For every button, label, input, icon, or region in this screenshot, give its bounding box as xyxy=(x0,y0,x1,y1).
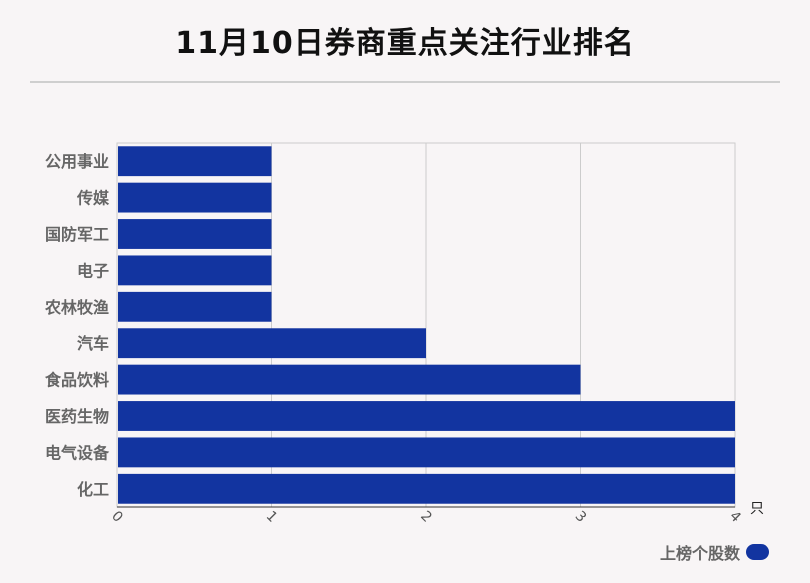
legend-label: 上榜个股数 xyxy=(659,544,740,563)
y-category-label: 农林牧渔 xyxy=(44,298,109,317)
bar xyxy=(118,473,735,504)
chart-title: 11月10日券商重点关注行业排名 xyxy=(175,26,635,61)
y-category-label: 医药生物 xyxy=(45,407,109,426)
x-tick-label: 0 xyxy=(108,508,126,526)
y-category-label: 传媒 xyxy=(76,189,110,208)
title-divider xyxy=(30,81,780,83)
legend-swatch-icon xyxy=(746,544,769,560)
y-category-label: 电气设备 xyxy=(45,443,110,462)
bar xyxy=(118,364,581,395)
legend[interactable]: 上榜个股数 xyxy=(660,540,769,564)
y-category-label: 汽车 xyxy=(77,334,109,353)
bar xyxy=(118,182,272,213)
y-category-label: 国防军工 xyxy=(45,225,109,244)
bar xyxy=(118,328,426,359)
bar xyxy=(118,219,272,249)
x-axis-unit: 只 xyxy=(750,501,764,517)
bar xyxy=(118,437,735,468)
x-tick-label: 3 xyxy=(572,508,590,526)
y-category-label: 食品饮料 xyxy=(44,371,109,390)
bar xyxy=(118,146,272,177)
y-category-label: 电子 xyxy=(77,261,109,280)
bar xyxy=(118,255,272,286)
x-tick-label: 4 xyxy=(726,508,744,526)
bar xyxy=(118,401,735,431)
y-category-label: 化工 xyxy=(77,480,109,499)
x-tick-label: 2 xyxy=(417,508,435,526)
x-tick-label: 1 xyxy=(263,508,281,526)
bar xyxy=(118,291,272,322)
y-category-label: 公用事业 xyxy=(45,152,109,171)
